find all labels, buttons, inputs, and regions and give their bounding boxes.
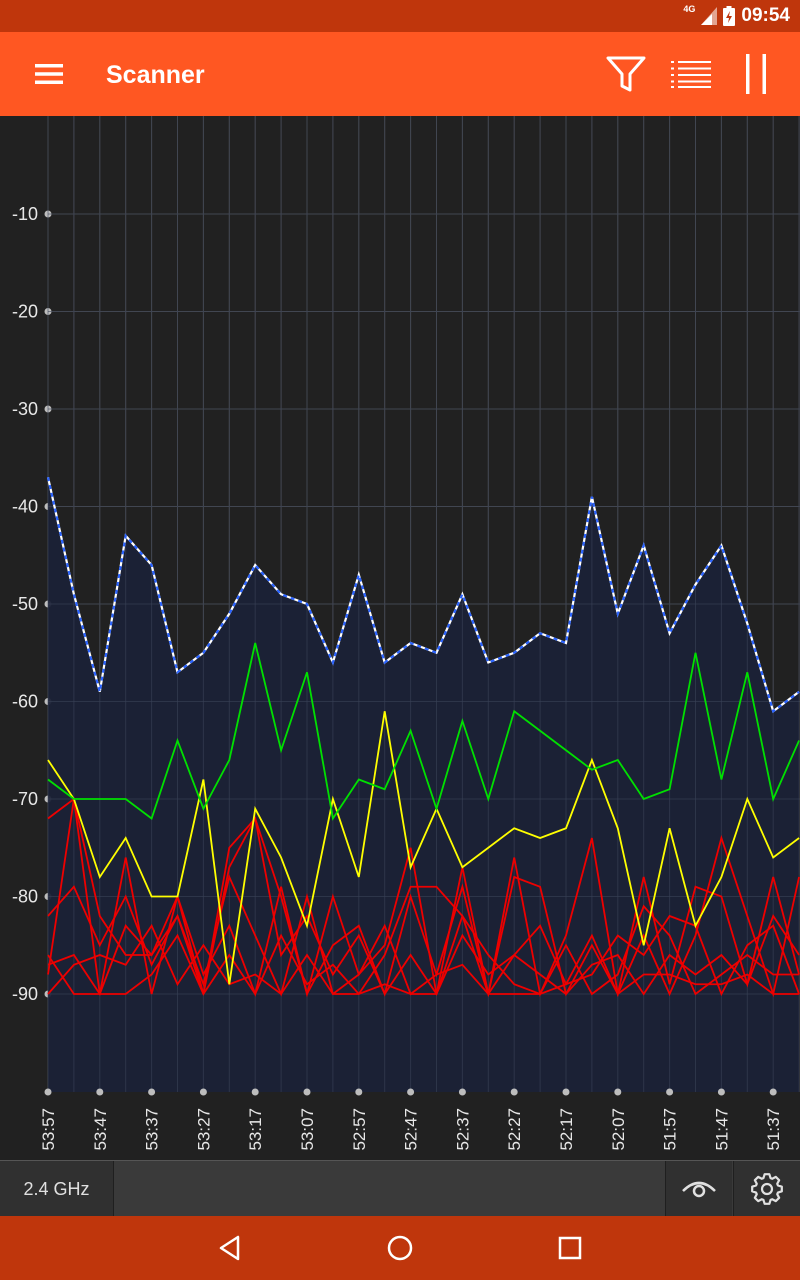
settings-button[interactable] [733, 1161, 800, 1217]
clock: 09:54 [741, 5, 790, 26]
y-tick-label: -20 [12, 302, 38, 322]
signal-icon [701, 7, 718, 25]
gear-outline [751, 1173, 783, 1205]
series-line [47, 642, 800, 821]
recents-icon [558, 1236, 582, 1260]
x-tick-label: 52:07 [609, 1108, 628, 1151]
home-button[interactable] [370, 1224, 430, 1272]
menu-button[interactable] [25, 50, 73, 98]
series-line [47, 883, 800, 998]
y-tick-label: -50 [12, 594, 38, 614]
band-selector[interactable]: 2.4 GHz [0, 1161, 114, 1217]
x-tick-label: 53:37 [143, 1108, 162, 1151]
back-button[interactable] [200, 1224, 260, 1272]
navigation-bar [0, 1216, 800, 1280]
x-tick-label: 51:47 [712, 1108, 731, 1151]
signal-chart[interactable]: -10 -20 -30 -40 -50 -60 -70 -80 -90 53:57 53:47 53:… [0, 116, 800, 1160]
menu-icon [35, 64, 63, 84]
series-line [47, 874, 800, 998]
status-bar: 4G 09:54 [0, 0, 800, 32]
filter-icon [606, 56, 646, 92]
y-tick-label: -70 [12, 789, 38, 809]
y-tick-label: -80 [12, 887, 38, 907]
x-tick-label: 53:47 [91, 1108, 110, 1151]
y-tick-label: -40 [12, 497, 38, 517]
x-tick-dot [407, 1088, 415, 1096]
x-tick-label: 52:47 [402, 1108, 421, 1151]
filter-button[interactable] [602, 50, 650, 98]
x-tick-dot [251, 1088, 259, 1096]
series-line [47, 923, 800, 996]
app-bar: Scanner [0, 32, 800, 116]
series-line-strongest [46, 477, 800, 714]
x-tick-dot [96, 1088, 104, 1096]
list-view-button[interactable] [667, 50, 715, 98]
x-tick-dot [717, 1088, 725, 1096]
y-tick-label: -90 [12, 984, 38, 1004]
y-tick-label: -60 [12, 692, 38, 712]
signal-area-fill [48, 477, 800, 1092]
series-line [47, 904, 800, 996]
x-tick-dot [44, 1088, 52, 1096]
signal-chart-svg: -10 -20 -30 -40 -50 -60 -70 -80 -90 53:57 53:47 53:… [12, 116, 800, 1151]
x-tick-label: 52:17 [557, 1108, 576, 1151]
back-icon [219, 1235, 240, 1261]
bottom-panel: 2.4 GHz [0, 1160, 800, 1217]
eye-icon [682, 1181, 716, 1198]
x-tick-dot [303, 1088, 311, 1096]
x-tick-dot [355, 1088, 363, 1096]
pause-icon [746, 54, 766, 94]
y-tick-label: -30 [12, 399, 38, 419]
x-tick-dot [510, 1088, 518, 1096]
network-type-label: 4G [683, 4, 696, 14]
x-tick-label: 53:27 [194, 1108, 213, 1151]
page-title: Scanner [106, 61, 205, 89]
x-tick-label: 52:57 [350, 1108, 369, 1151]
series-line [47, 711, 800, 985]
x-tick-label: 53:17 [246, 1108, 265, 1151]
x-tick-label: 52:27 [505, 1108, 524, 1151]
x-tick-label: 53:57 [39, 1108, 58, 1151]
y-tick-label: -10 [12, 204, 38, 224]
battery-charging-icon [723, 6, 736, 26]
pause-button[interactable] [732, 50, 780, 98]
list-icon [671, 61, 711, 88]
home-icon [387, 1235, 413, 1261]
x-tick-label: 51:57 [661, 1108, 680, 1151]
x-tick-dot [562, 1088, 570, 1096]
x-tick-dot [458, 1088, 466, 1096]
x-tick-dot [199, 1088, 207, 1096]
x-tick-dot [666, 1088, 674, 1096]
x-tick-label: 52:37 [453, 1108, 472, 1151]
x-tick-dot [614, 1088, 622, 1096]
recents-button[interactable] [540, 1224, 600, 1272]
x-tick-dot [769, 1088, 777, 1096]
visibility-button[interactable] [665, 1161, 732, 1217]
gear-icon [751, 1173, 783, 1205]
series-line [47, 797, 800, 998]
x-tick-label: 51:37 [764, 1108, 783, 1151]
x-tick-label: 53:07 [298, 1108, 317, 1151]
x-tick-dot [148, 1088, 156, 1096]
